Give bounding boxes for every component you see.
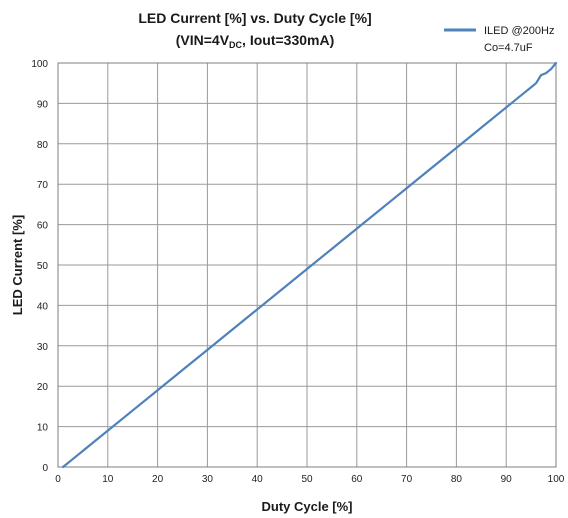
- legend-label-line1: ILED @200Hz: [484, 25, 554, 37]
- grid: [57, 62, 557, 468]
- chart-title-line1: LED Current [%] vs. Duty Cycle [%]: [138, 10, 371, 26]
- y-tick-label-30: 30: [37, 342, 49, 353]
- x-tick-label-0: 0: [55, 474, 61, 485]
- chart-title-line2-suffix: , Iout=330mA): [242, 32, 334, 48]
- x-tick-label-100: 100: [548, 474, 565, 485]
- chart-title-line2: (VIN=4VDC, Iout=330mA): [176, 32, 335, 50]
- y-tick-label-50: 50: [37, 261, 49, 272]
- y-tick-label-40: 40: [37, 301, 49, 312]
- x-tick-label-20: 20: [152, 474, 164, 485]
- x-tick-label-40: 40: [252, 474, 264, 485]
- x-tick-label-90: 90: [501, 474, 513, 485]
- x-tick-label-10: 10: [102, 474, 114, 485]
- x-tick-label-60: 60: [351, 474, 363, 485]
- x-tick-label-50: 50: [301, 474, 313, 485]
- x-tick-label-70: 70: [401, 474, 413, 485]
- legend: ILED @200Hz Co=4.7uF: [444, 25, 554, 54]
- y-tick-label-10: 10: [37, 423, 49, 434]
- x-tick-label-30: 30: [202, 474, 214, 485]
- legend-label-line2: Co=4.7uF: [484, 42, 533, 54]
- y-tick-label-90: 90: [37, 99, 49, 110]
- x-tick-label-80: 80: [451, 474, 463, 485]
- x-axis-label: Duty Cycle [%]: [261, 499, 352, 514]
- y-axis-ticks: 0 10 20 30 40 50 60 70 80 90 100: [31, 59, 48, 474]
- y-tick-label-100: 100: [31, 59, 48, 70]
- y-tick-label-0: 0: [42, 463, 48, 474]
- plot-area-border: [57, 62, 557, 468]
- y-tick-label-70: 70: [37, 180, 49, 191]
- y-tick-label-20: 20: [37, 382, 49, 393]
- chart-title-line2-prefix: (VIN=4V: [176, 32, 230, 48]
- series-line-0: [61, 61, 558, 469]
- y-tick-label-80: 80: [37, 140, 49, 151]
- x-axis-ticks: 0 10 20 30 40 50 60 70 80 90 100: [55, 474, 565, 485]
- y-tick-label-60: 60: [37, 221, 49, 232]
- y-axis-label: LED Current [%]: [10, 215, 25, 315]
- series-layer: [61, 61, 558, 469]
- chart-title-line2-subscript: DC: [229, 40, 242, 50]
